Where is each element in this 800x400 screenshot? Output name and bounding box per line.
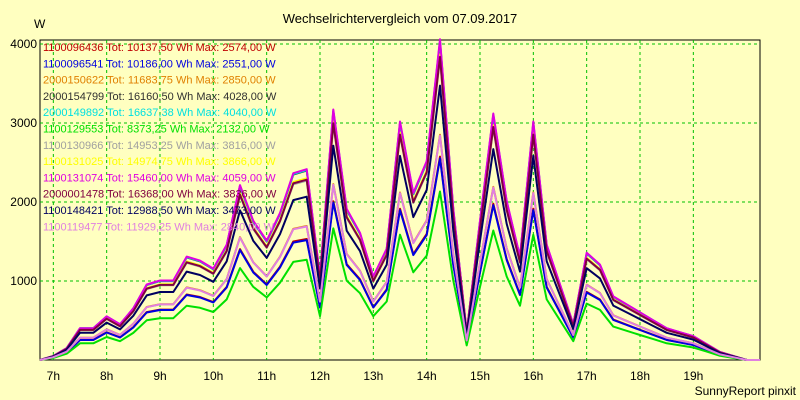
series-line	[39, 157, 760, 361]
y-tick-label: 2000	[10, 195, 37, 209]
x-tick-label: 10h	[203, 369, 223, 383]
x-tick-label: 17h	[577, 369, 597, 383]
x-tick-label: 13h	[363, 369, 383, 383]
series-lines	[39, 38, 760, 361]
legend-entry: 1100119477 Tot: 11929,25 Wh Max: 2840,00…	[43, 221, 275, 233]
series-line	[39, 84, 760, 361]
chart-title: Wechselrichtervergleich vom 07.09.2017	[283, 11, 518, 26]
x-tick-label: 8h	[100, 369, 113, 383]
x-tick-label: 14h	[417, 369, 437, 383]
x-tick-label: 18h	[630, 369, 650, 383]
series-line	[39, 190, 760, 361]
series-line	[39, 55, 760, 361]
y-axis-unit: W	[34, 17, 46, 31]
legend-entry: 2000149892 Tot: 16637,38 Wh Max: 4040,00…	[43, 107, 277, 119]
x-tick-label: 19h	[683, 369, 703, 383]
legend-entry: 1100131025 Tot: 14974,75 Wh Max: 3866,00…	[43, 156, 276, 168]
x-tick-label: 7h	[47, 369, 60, 383]
footer-text: SunnyReport pinxit	[695, 384, 797, 398]
x-tick-label: 16h	[523, 369, 543, 383]
x-tick-label: 11h	[257, 369, 276, 383]
legend-entry: 1100096541 Tot: 10186,00 Wh Max: 2551,00…	[43, 58, 276, 70]
series-line	[39, 134, 760, 361]
x-tick-label: 12h	[310, 369, 330, 383]
legend-entry: 2000150622 Tot: 11683,75 Wh Max: 2850,00…	[43, 75, 276, 87]
legend-entry: 1100148421 Tot: 12988,50 Wh Max: 3473,00…	[43, 205, 276, 217]
y-tick-label: 1000	[10, 274, 37, 288]
legend-entry: 1100096436 Tot: 10137,50 Wh Max: 2574,00…	[43, 42, 276, 54]
legend-entry: 2000154799 Tot: 16160,50 Wh Max: 4028,00…	[43, 91, 277, 103]
y-tick-label: 4000	[10, 37, 37, 51]
x-tick-label: 15h	[470, 369, 490, 383]
legend-entry: 1100129553 Tot: 8373,25 Wh Max: 2132,00 …	[43, 124, 270, 136]
legend-entry: 2000001478 Tot: 16368,00 Wh Max: 3836,00…	[43, 189, 277, 201]
y-tick-label: 3000	[10, 116, 37, 130]
axes: 1000 2000 3000 4000 7h 8h 9h 10h 11h 12h 13h 14h 15h…	[10, 37, 703, 383]
legend: 1100096436 Tot: 10137,50 Wh Max: 2574,00…	[43, 42, 277, 233]
legend-entry: 1100130966 Tot: 14953,25 Wh Max: 3816,00…	[43, 140, 276, 152]
series-line	[39, 38, 760, 361]
x-tick-label: 9h	[153, 369, 166, 383]
legend-entry: 1100131074 Tot: 15460,00 Wh Max: 4059,00…	[43, 172, 276, 184]
